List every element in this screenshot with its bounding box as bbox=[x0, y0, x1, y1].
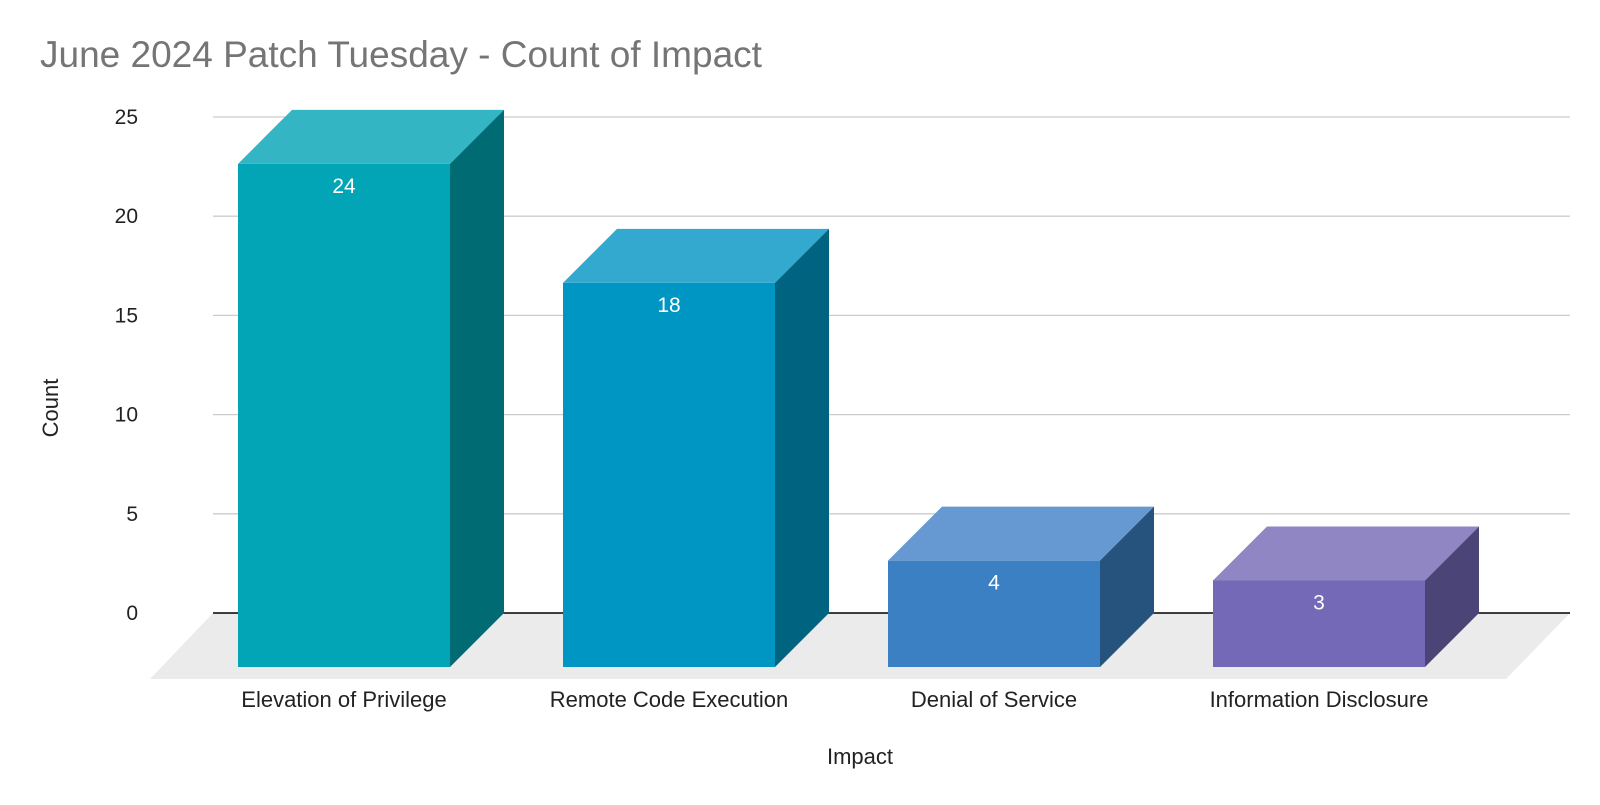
y-tick-label: 20 bbox=[115, 205, 138, 228]
y-tick-label: 0 bbox=[126, 602, 138, 625]
bar-front-face bbox=[238, 163, 450, 667]
x-axis-ticks: Elevation of Privilege Remote Code Execut… bbox=[241, 687, 1428, 712]
chart-title: June 2024 Patch Tuesday - Count of Impac… bbox=[40, 34, 762, 75]
bar-value-label: 18 bbox=[657, 294, 680, 317]
bar: 4 bbox=[888, 506, 1154, 667]
bar-top-face bbox=[888, 506, 1154, 561]
x-tick-label: Denial of Service bbox=[911, 687, 1077, 712]
bar: 18 bbox=[563, 228, 829, 667]
bar-front-face bbox=[563, 282, 775, 667]
y-tick-label: 5 bbox=[126, 503, 138, 526]
bar-side-face bbox=[775, 228, 829, 667]
bar-front-face bbox=[1213, 580, 1425, 667]
bar-top-face bbox=[1213, 526, 1479, 581]
y-tick-label: 15 bbox=[115, 304, 138, 327]
y-tick-label: 10 bbox=[115, 404, 138, 427]
x-tick-label: Elevation of Privilege bbox=[241, 687, 446, 712]
y-axis-title: Count bbox=[38, 379, 63, 438]
y-tick-label: 25 bbox=[115, 106, 138, 129]
x-tick-label: Information Disclosure bbox=[1210, 687, 1429, 712]
y-axis-ticks: 0 5 10 15 20 25 bbox=[115, 106, 138, 625]
bar-front-face bbox=[888, 560, 1100, 667]
bar: 3 bbox=[1213, 526, 1479, 667]
bar-side-face bbox=[1425, 526, 1479, 667]
bar-side-face bbox=[1100, 506, 1154, 667]
bar-value-label: 3 bbox=[1313, 591, 1325, 614]
bar-value-label: 24 bbox=[332, 175, 356, 198]
bar-value-label: 4 bbox=[988, 572, 1000, 595]
bar-top-face bbox=[238, 109, 504, 164]
x-tick-label: Remote Code Execution bbox=[550, 687, 788, 712]
bars: 24 18 4 3 bbox=[238, 109, 1479, 668]
x-axis-title: Impact bbox=[827, 744, 893, 769]
bar-side-face bbox=[450, 109, 504, 668]
bar-top-face bbox=[563, 228, 829, 283]
bar: 24 bbox=[238, 109, 504, 668]
